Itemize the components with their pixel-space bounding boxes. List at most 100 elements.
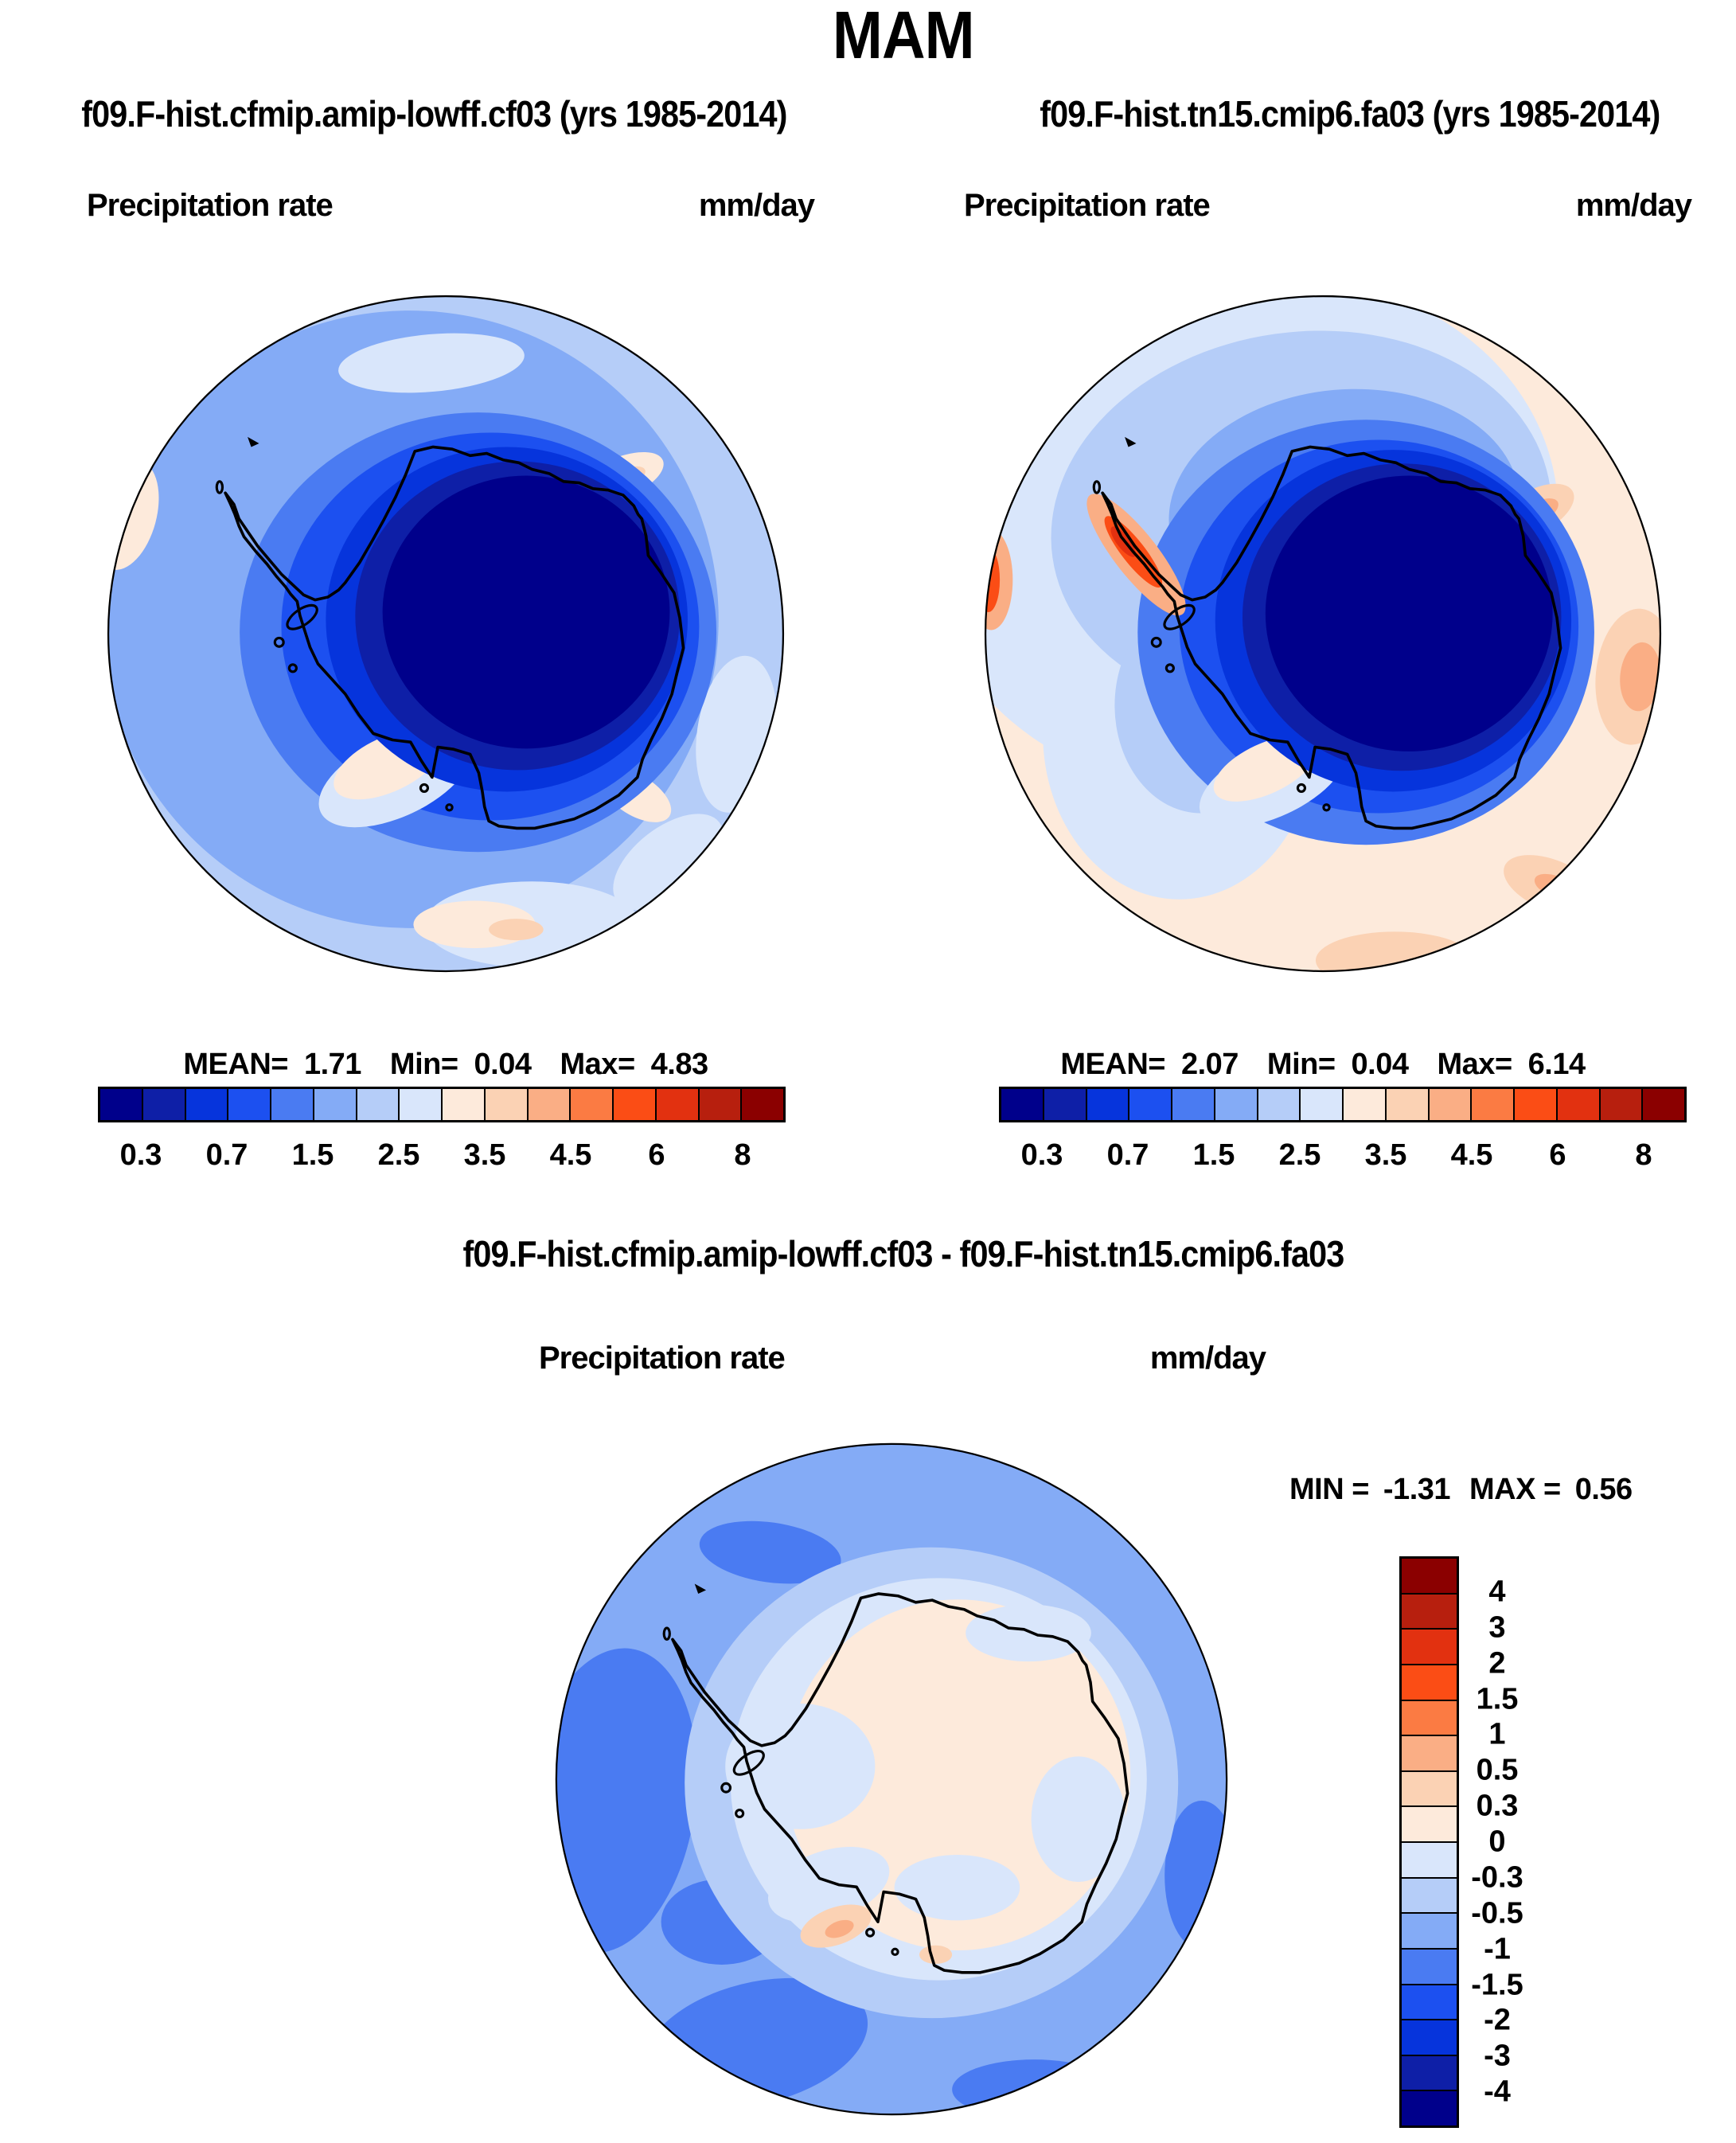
panel-b-max-label: Max= <box>1437 1048 1513 1081</box>
colorbar-segment <box>1402 1594 1457 1630</box>
colorbar-segment <box>1301 1089 1344 1120</box>
colorbar-tick-label: -0.5 <box>1471 1896 1523 1930</box>
colorbar-segment <box>314 1089 357 1120</box>
colorbar-tick-label: 6 <box>1549 1138 1566 1172</box>
colorbar-segment <box>614 1089 657 1120</box>
diff-max-value: 0.56 <box>1574 1473 1633 1506</box>
colorbar-segment <box>271 1089 314 1120</box>
panel-b-stats: MEAN= 2.07 Min= 0.04 Max= 6.14 <box>964 1048 1682 1082</box>
colorbar-segment <box>1215 1089 1258 1120</box>
colorbar-tick-label: 3.5 <box>1364 1138 1407 1172</box>
colorbar-segment <box>1402 1700 1457 1737</box>
colorbar-tick-label: -0.3 <box>1471 1860 1523 1895</box>
diff-panel-stats: MIN = -1.31 MAX = 0.56 <box>1289 1473 1633 1507</box>
colorbar-segment <box>528 1089 572 1120</box>
colorbar-tick-label: 1.5 <box>1476 1682 1519 1716</box>
panel-a-mean-value: 1.71 <box>303 1048 361 1081</box>
colorbar-segment <box>228 1089 271 1120</box>
colorbar-segment <box>357 1089 400 1120</box>
colorbar-segment <box>742 1089 783 1120</box>
colorbar-segment <box>1402 1665 1457 1701</box>
colorbar-tick-label: -1.5 <box>1471 1968 1523 2001</box>
colorbar-tick-label: -2 <box>1484 2003 1511 2037</box>
colorbar-tick-label: 0.7 <box>1106 1138 1149 1172</box>
colorbar-panel-b <box>999 1087 1687 1122</box>
colorbar-segment <box>100 1089 143 1120</box>
panel-a-units-label: mm/day <box>698 188 815 223</box>
colorbar-segment <box>443 1089 486 1120</box>
colorbar-segment <box>656 1089 700 1120</box>
colorbar-segment <box>1472 1089 1515 1120</box>
colorbar-ticks-panel-b: 0.3 0.7 1.5 2.5 3.5 4.5 6 8 <box>999 1138 1687 1173</box>
colorbar-segment <box>1402 1985 1457 2021</box>
diff-max-label: MAX = <box>1469 1473 1561 1506</box>
figure-title: MAM <box>70 0 1736 70</box>
colorbar-tick-label: 1 <box>1488 1717 1506 1751</box>
colorbar-segment <box>1044 1089 1087 1120</box>
diff-units-label: mm/day <box>1149 1341 1266 1376</box>
colorbar-tick-label: 0.3 <box>1476 1789 1519 1823</box>
colorbar-segment <box>571 1089 614 1120</box>
colorbar-tick-label: 6 <box>648 1138 665 1172</box>
panel-b-axis-labels: Precipitation rate mm/day <box>964 188 1692 224</box>
colorbar-segment <box>1086 1089 1130 1120</box>
colorbar-segment <box>1001 1089 1044 1120</box>
diff-panel-axis-labels: Precipitation rate mm/day <box>539 1341 1266 1376</box>
diff-min-value: -1.31 <box>1383 1473 1451 1506</box>
colorbar-tick-label: 0.3 <box>119 1138 162 1172</box>
colorbar-tick-label: -3 <box>1484 2039 1511 2073</box>
colorbar-tick-label: 3 <box>1488 1610 1506 1645</box>
colorbar-segment <box>1258 1089 1301 1120</box>
panel-a-axis-labels: Precipitation rate mm/day <box>87 188 815 224</box>
colorbar-tick-label: 0.5 <box>1476 1753 1519 1787</box>
colorbar-segment <box>1402 1630 1457 1665</box>
colorbar-segment <box>142 1089 186 1120</box>
panel-b-title: f09.F-hist.tn15.cmip6.fa03 (yrs 1985-201… <box>960 92 1736 135</box>
panel-b-mean-value: 2.07 <box>1180 1048 1239 1081</box>
colorbar-tick-label: 4 <box>1488 1575 1506 1609</box>
map-panel-a <box>107 295 785 973</box>
panel-b-title-text: f09.F-hist.tn15.cmip6.fa03 (yrs 1985-201… <box>1040 93 1660 135</box>
diff-min-label: MIN = <box>1289 1473 1369 1506</box>
diff-panel-title-text: f09.F-hist.cfmip.amip-lowff.cf03 - f09.F… <box>462 1233 1344 1274</box>
map-boundary-panel-b <box>984 295 1662 973</box>
panel-b-units-label: mm/day <box>1575 188 1692 223</box>
panel-a-max-label: Max= <box>560 1048 636 1081</box>
colorbar-panel-diff <box>1399 1556 1459 2128</box>
map-panel-diff <box>555 1442 1228 2116</box>
colorbar-segment <box>1600 1089 1644 1120</box>
colorbar-segment <box>1643 1089 1684 1120</box>
colorbar-ticks-panel-diff: 4 3 2 1.5 1 0.5 0.3 0 -0.3 -0.5 -1 -1.5 -2 -3 -4 <box>1467 1556 1527 2128</box>
colorbar-tick-label: 2.5 <box>377 1138 420 1172</box>
colorbar-tick-label: 8 <box>734 1138 751 1172</box>
colorbar-tick-label: 3.5 <box>463 1138 506 1172</box>
map-boundary-panel-diff <box>555 1442 1228 2116</box>
colorbar-segment <box>1402 1914 1457 1950</box>
panel-a-title: f09.F-hist.cfmip.amip-lowff.cf03 (yrs 19… <box>4 92 864 135</box>
colorbar-segment <box>1402 1878 1457 1915</box>
colorbar-segment <box>1402 1736 1457 1772</box>
colorbar-segment <box>1402 1807 1457 1843</box>
colorbar-panel-a <box>98 1087 786 1122</box>
colorbar-segment <box>1344 1089 1387 1120</box>
colorbar-segment <box>400 1089 443 1120</box>
panel-a-field-label: Precipitation rate <box>87 188 334 223</box>
colorbar-tick-label: -1 <box>1484 1932 1511 1966</box>
map-panel-b <box>984 295 1662 973</box>
colorbar-tick-label: 1.5 <box>1192 1138 1235 1172</box>
colorbar-tick-label: 0.7 <box>205 1138 248 1172</box>
colorbar-segment <box>1172 1089 1215 1120</box>
colorbar-segment <box>185 1089 229 1120</box>
colorbar-segment <box>1429 1089 1473 1120</box>
panel-b-min-value: 0.04 <box>1351 1048 1409 1081</box>
colorbar-tick-label: 0.3 <box>1020 1138 1063 1172</box>
colorbar-tick-label: -4 <box>1484 2075 1511 2109</box>
colorbar-tick-label: 2.5 <box>1278 1138 1321 1172</box>
panel-b-field-label: Precipitation rate <box>964 188 1211 223</box>
colorbar-tick-label: 4.5 <box>549 1138 592 1172</box>
colorbar-segment <box>485 1089 529 1120</box>
map-boundary-panel-a <box>107 295 785 973</box>
panel-a-title-text: f09.F-hist.cfmip.amip-lowff.cf03 (yrs 19… <box>80 93 787 135</box>
colorbar-segment <box>1402 1559 1457 1595</box>
panel-a-mean-label: MEAN= <box>183 1048 288 1081</box>
